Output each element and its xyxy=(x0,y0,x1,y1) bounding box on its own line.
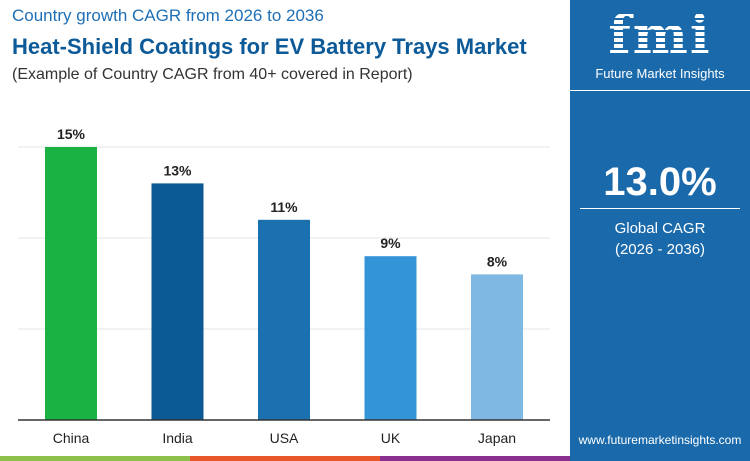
footer-strip-purple xyxy=(380,456,570,461)
chart-subtitle: Country growth CAGR from 2026 to 2036 xyxy=(12,6,324,25)
divider xyxy=(570,90,750,91)
fmi-logo: fmi Future Market Insights xyxy=(570,8,750,82)
global-cagr-label: Global CAGR (2026 - 2036) xyxy=(570,218,750,260)
brand-name: Future Market Insights xyxy=(595,66,725,81)
x-tick-label: Japan xyxy=(478,430,516,446)
data-label: 8% xyxy=(487,253,508,269)
bar-india xyxy=(151,183,204,420)
website-link[interactable]: www.futuremarketinsights.com xyxy=(578,433,742,447)
chart-title: Heat-Shield Coatings for EV Battery Tray… xyxy=(12,34,527,59)
logo-mark: fmi xyxy=(570,8,750,64)
bar-china xyxy=(45,147,97,420)
x-tick-label: China xyxy=(53,430,90,446)
data-label: 11% xyxy=(270,199,298,215)
global-cagr-value: 13.0% xyxy=(603,160,717,204)
footer-strip-orange xyxy=(190,456,380,461)
side-panel: fmi Future Market Insights 13.0% Global … xyxy=(570,0,750,461)
x-tick-label: USA xyxy=(270,430,299,446)
data-label: 13% xyxy=(163,162,192,178)
bar-chart: 15% China 13% India 11% USA 9% UK 8% Japan xyxy=(18,126,550,446)
bar-uk xyxy=(364,256,417,420)
footer-strip-green xyxy=(0,456,190,461)
data-label: 9% xyxy=(380,235,401,251)
bar-usa xyxy=(258,219,310,420)
x-tick-label: UK xyxy=(381,430,401,446)
cagr-period: (2026 - 2036) xyxy=(614,241,706,258)
chart-note: (Example of Country CAGR from 40+ covere… xyxy=(12,66,413,83)
cagr-label: Global CAGR xyxy=(614,220,706,237)
bar-japan xyxy=(471,274,523,420)
x-tick-label: India xyxy=(162,430,193,446)
data-label: 15% xyxy=(57,126,86,142)
divider xyxy=(580,208,740,209)
